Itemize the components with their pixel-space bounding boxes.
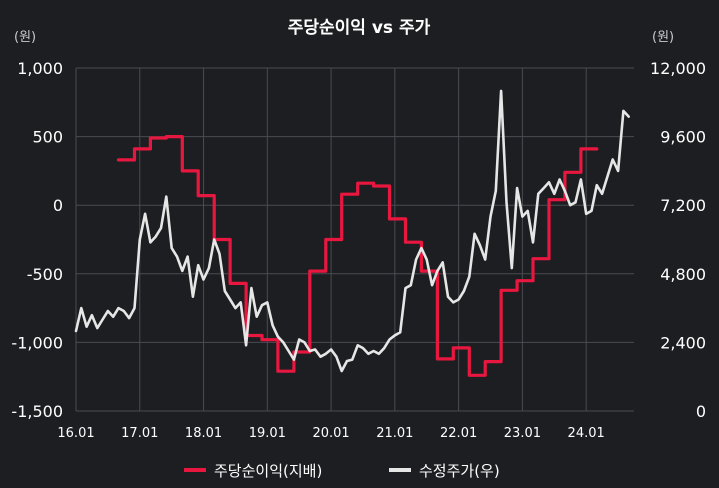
left-axis-unit: (원) <box>14 30 36 45</box>
chart-title: 주당순이익 vs 주가 <box>288 18 431 38</box>
gridlines <box>75 67 634 412</box>
eps-series-line <box>116 135 599 377</box>
x-tick-label: 18.01 <box>185 426 222 441</box>
right-y-tick-label: 0 <box>696 402 706 421</box>
right-y-tick-label: 7,200 <box>660 196 706 215</box>
left-y-tick-label: -500 <box>27 265 63 284</box>
legend: 주당순이익(지배) 수정주가(우) <box>184 462 500 480</box>
legend-label-price: 수정주가(우) <box>419 462 500 480</box>
right-axis-unit: (원) <box>652 30 674 45</box>
x-tick-label: 16.01 <box>57 426 94 441</box>
x-axis: 16.01 17.01 18.01 19.01 20.01 21.01 22.01 23.01… <box>57 426 604 441</box>
left-y-tick-label: -1,500 <box>11 402 63 421</box>
x-tick-label: 20.01 <box>312 426 349 441</box>
left-y-tick-label: -1,000 <box>11 333 63 352</box>
right-y-tick-label: 9,600 <box>660 128 706 147</box>
right-y-axis: 12,000 9,600 7,200 4,800 2,400 0 <box>650 59 706 421</box>
right-y-tick-label: 2,400 <box>660 333 706 352</box>
left-y-tick-label: 1,000 <box>17 59 63 78</box>
legend-label-eps: 주당순이익(지배) <box>214 462 322 480</box>
x-tick-label: 21.01 <box>376 426 413 441</box>
left-y-tick-label: 500 <box>32 128 63 147</box>
price-series-line <box>74 89 631 373</box>
x-tick-label: 19.01 <box>249 426 286 441</box>
right-y-tick-label: 4,800 <box>660 265 706 284</box>
x-tick-label: 23.01 <box>504 426 541 441</box>
left-y-tick-label: 0 <box>53 196 63 215</box>
x-tick-label: 22.01 <box>440 426 477 441</box>
left-y-axis: 1,000 500 0 -500 -1,000 -1,500 <box>11 59 63 421</box>
x-tick-label: 24.01 <box>568 426 605 441</box>
x-tick-label: 17.01 <box>121 426 158 441</box>
series-layer <box>74 89 631 377</box>
right-y-tick-label: 12,000 <box>650 59 706 78</box>
